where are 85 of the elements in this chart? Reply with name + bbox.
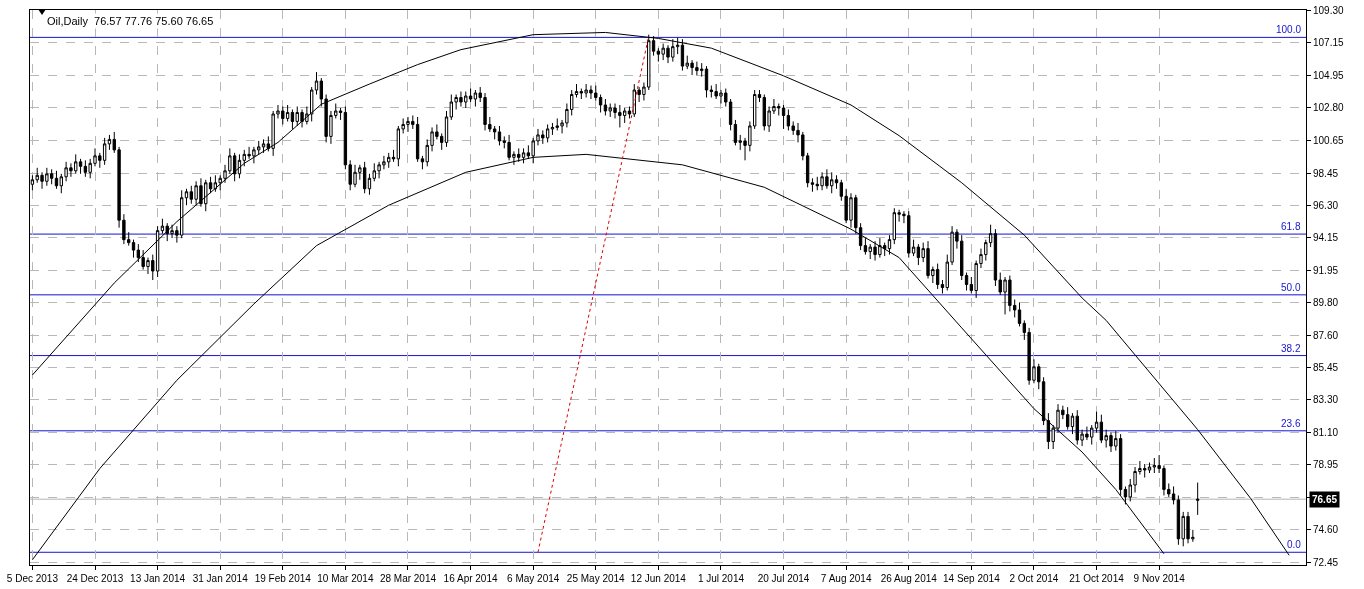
candlestick	[1176, 494, 1181, 546]
y-tick-label: 96.30	[1313, 199, 1339, 211]
candlestick	[497, 125, 502, 146]
y-tick-label: 102.80	[1313, 102, 1345, 114]
candlestick	[622, 107, 627, 124]
candlestick	[656, 47, 661, 63]
candlestick	[1099, 414, 1104, 444]
candlestick	[49, 168, 54, 185]
candlestick	[1147, 462, 1152, 474]
candlestick	[285, 104, 290, 122]
candlestick	[709, 85, 714, 99]
x-tick-label: 24 Dec 2013	[66, 573, 124, 584]
y-tick-label: 72.45	[1313, 556, 1339, 568]
candlestick	[1195, 482, 1200, 516]
x-tick-label: 10 Mar 2014	[317, 573, 374, 584]
y-tick-label: 87.60	[1313, 329, 1339, 341]
candlestick	[107, 134, 112, 151]
annotation: 0.0	[1287, 539, 1302, 550]
y-tick-label: 85.45	[1313, 362, 1339, 374]
candlestick	[579, 88, 584, 100]
candlestick	[704, 65, 709, 99]
y-tick-label: 107.15	[1313, 37, 1345, 49]
annotation: 23.6	[1281, 418, 1301, 429]
candlestick	[1046, 412, 1051, 450]
candlestick	[1118, 433, 1123, 496]
y-tick-label: 98.45	[1313, 167, 1339, 179]
candlestick	[54, 170, 59, 190]
x-tick-label: 9 Nov 2014	[1133, 573, 1186, 584]
x-tick-label: 1 Jul 2014	[697, 573, 745, 584]
x-tick-label: 31 Jan 2014	[192, 573, 249, 584]
candlestick	[473, 89, 478, 107]
x-tick-label: 12 Jun 2014	[630, 573, 687, 584]
x-tick-label: 16 Apr 2014	[443, 573, 498, 584]
candlestick	[786, 108, 791, 131]
annotation: 38.2	[1281, 343, 1301, 354]
candlestick	[810, 177, 815, 193]
candlestick	[680, 38, 685, 72]
y-tick-label: 94.15	[1313, 231, 1339, 243]
x-tick-label: 2 Oct 2014	[1009, 573, 1059, 584]
x-tick-label: 5 Dec 2013	[6, 573, 59, 584]
y-tick-label: 83.30	[1313, 394, 1339, 406]
y-tick-label: 78.95	[1313, 459, 1339, 471]
candlestick	[1065, 406, 1070, 431]
y-tick-label: 100.65	[1313, 134, 1345, 146]
candlestick	[916, 243, 921, 266]
candlestick	[290, 108, 295, 130]
candlestick	[261, 138, 266, 154]
y-tick-label: 91.95	[1313, 264, 1339, 276]
candlestick	[102, 137, 107, 166]
candlestick	[781, 104, 786, 130]
x-tick-label: 28 Mar 2014	[379, 573, 437, 584]
candlestick	[863, 237, 868, 256]
x-tick-label: 7 Aug 2014	[820, 573, 872, 584]
candlestick	[834, 174, 839, 190]
x-tick-label: 14 Sep 2014	[942, 573, 1001, 584]
y-tick-label: 104.95	[1313, 70, 1345, 82]
y-tick-label: 81.10	[1313, 427, 1339, 439]
candlestick	[83, 159, 88, 178]
x-tick-label: 19 Feb 2014	[254, 573, 312, 584]
candlestick	[136, 243, 141, 263]
candlestick	[603, 98, 608, 116]
candlestick	[78, 158, 83, 175]
x-tick-label: 25 May 2014	[566, 573, 626, 584]
x-tick-label: 20 Jul 2014	[757, 573, 810, 584]
chart-title: Oil,Daily 76.57 77.76 75.60 76.65	[47, 15, 214, 27]
candlestick	[550, 122, 555, 136]
annotation: 50.0	[1281, 282, 1301, 293]
candlestick	[362, 161, 367, 194]
y-tick-label: 109.30	[1313, 5, 1345, 17]
candlestick	[545, 123, 550, 143]
y-tick-label: 89.80	[1313, 296, 1339, 308]
candlestick	[338, 107, 343, 121]
annotation: 61.8	[1281, 221, 1301, 232]
annotation: 100.0	[1276, 24, 1302, 35]
text: 76.65	[1312, 494, 1338, 505]
x-tick-label: 26 Aug 2014	[880, 573, 938, 584]
x-tick-label: 21 Oct 2014	[1069, 573, 1125, 584]
y-tick-label: 74.60	[1313, 524, 1339, 536]
x-tick-label: 6 May 2014	[507, 573, 560, 584]
candlestick	[935, 263, 940, 290]
candlestick	[155, 225, 160, 278]
candlestick	[733, 119, 738, 146]
candlestick	[415, 116, 420, 163]
candlestick	[1171, 485, 1176, 505]
x-tick-label: 13 Jan 2014	[130, 573, 186, 584]
